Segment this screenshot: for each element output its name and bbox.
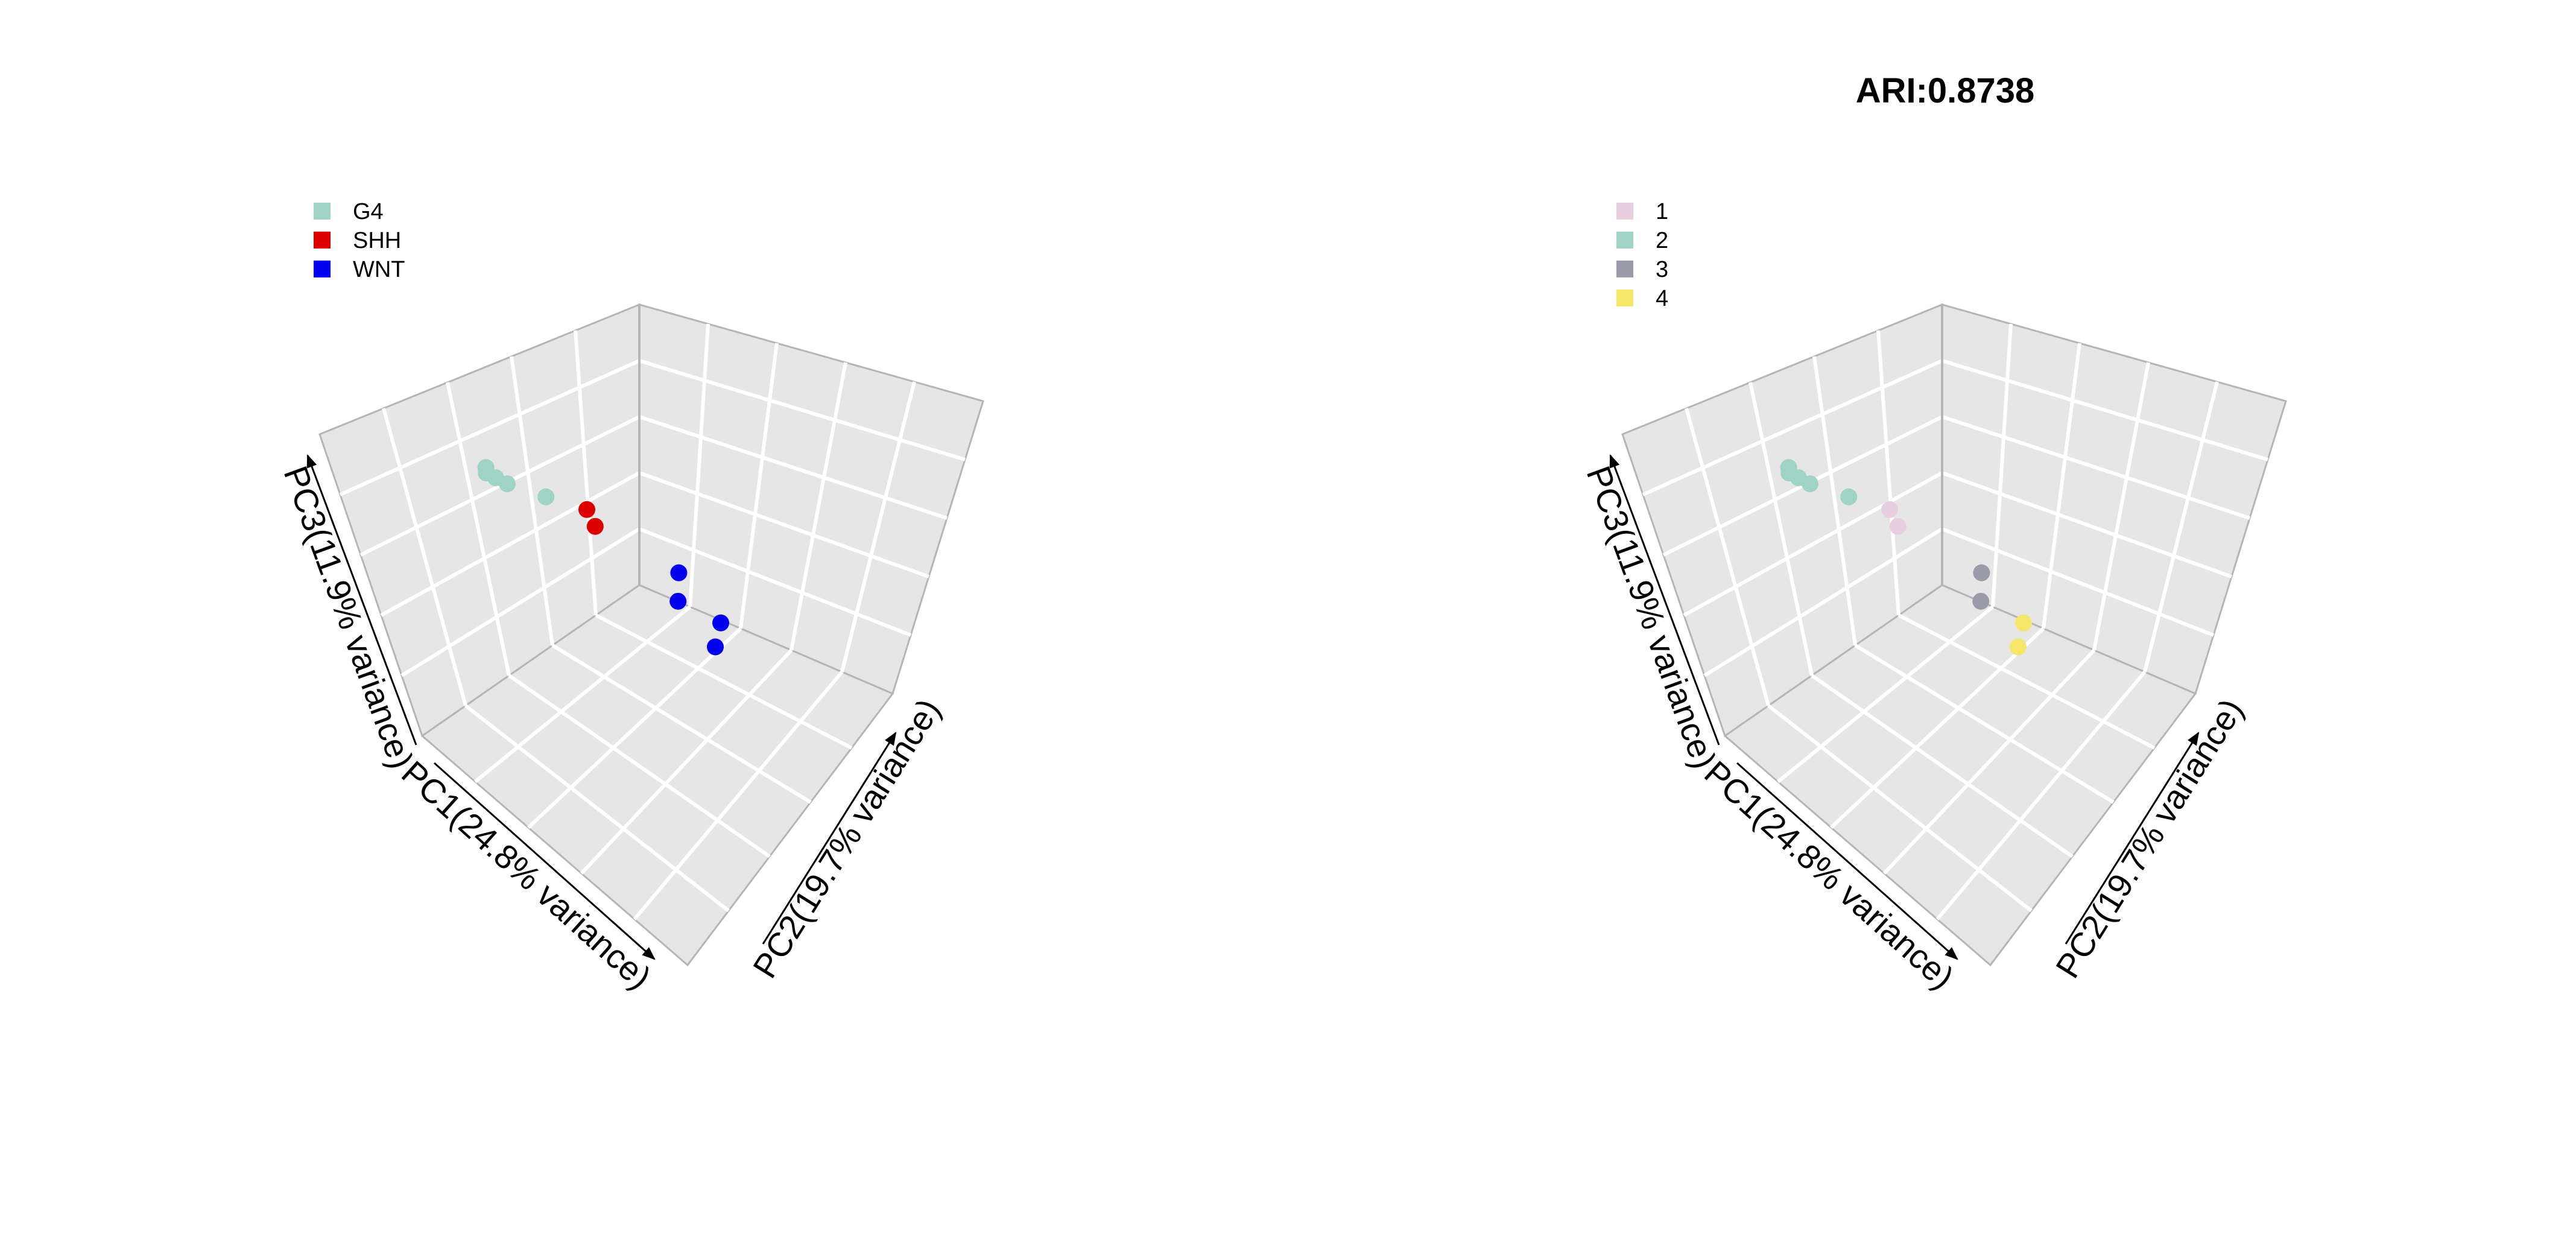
grid-line [739, 343, 779, 629]
data-point-2 [1840, 488, 1858, 505]
data-point-wnt [670, 564, 688, 581]
data-point-wnt [712, 614, 729, 632]
data-point-2 [1802, 475, 1818, 493]
grid-line [446, 382, 511, 676]
legend-swatch [314, 232, 331, 249]
grid-line [1748, 382, 1814, 676]
grid-line [1683, 471, 1943, 617]
z-axis-arrow [1609, 454, 1720, 746]
pca-panel-cluster: PC3(11.9% variance)PC1(24.8% variance) PC… [1579, 71, 2287, 996]
grid-line [2042, 343, 2081, 629]
grid-line [380, 471, 641, 617]
legend-swatch [1616, 290, 1633, 306]
grid-line [382, 408, 467, 706]
legend-swatch [1616, 232, 1633, 249]
grid-line [510, 356, 554, 646]
legend-label: WNT [353, 257, 405, 282]
grid-line [1882, 648, 2096, 875]
grid-line [1897, 613, 2156, 750]
legend-label: 2 [1656, 228, 1668, 253]
grid-line [580, 648, 793, 875]
legend-swatch [1616, 203, 1633, 220]
grid-line [1941, 359, 2268, 461]
grid-line [574, 330, 598, 616]
chart-title: ARI:0.8738 [1856, 71, 2035, 110]
grid-line [2092, 362, 2150, 651]
grid-line [1941, 415, 2250, 520]
grid-line [527, 627, 742, 829]
grid-line [638, 471, 930, 578]
grid-line [1829, 627, 2045, 829]
grid-line [790, 362, 847, 651]
grid-line [840, 381, 916, 673]
legend-label: 3 [1656, 257, 1668, 282]
data-point-wnt [707, 638, 724, 656]
grid-line [1703, 527, 1943, 677]
grid-line [1991, 323, 2013, 607]
data-point-g4 [537, 488, 555, 505]
legend-label: SHH [353, 228, 401, 253]
data-point-4 [2010, 638, 2027, 656]
grid-line [595, 613, 853, 750]
grid-line [1811, 674, 2074, 858]
y-axis-arrow [762, 732, 897, 945]
data-point-3 [1972, 592, 1990, 610]
legend-swatch [1616, 261, 1633, 277]
grid-line [464, 704, 730, 913]
grid-line [638, 527, 912, 637]
grid-line [1854, 644, 2115, 804]
legend-swatch [314, 261, 331, 277]
x-axis-arrow [1736, 762, 1958, 960]
grid-line [339, 359, 641, 496]
data-point-4 [2015, 614, 2032, 632]
grid-line [508, 674, 771, 858]
data-point-g4 [499, 475, 516, 493]
grid-line [1767, 704, 2033, 913]
floor-pane [1723, 584, 2197, 967]
z-axis-arrow [306, 454, 417, 746]
legend-swatch [314, 203, 331, 220]
legend-label: 1 [1656, 199, 1668, 224]
legend-label: G4 [353, 199, 384, 224]
grid-line [551, 644, 812, 804]
pca-panel-subtype: PC3(11.9% variance)PC1(24.8% variance) PC… [276, 199, 984, 996]
legend: G4 SHH WNT [314, 199, 405, 282]
grid-line [1685, 408, 1770, 706]
data-point-shh [586, 518, 604, 535]
grid-line [633, 671, 844, 920]
data-point-3 [1973, 564, 1990, 581]
grid-line [474, 605, 691, 784]
grid-line [688, 323, 710, 607]
floor-pane [420, 584, 894, 967]
grid-line [1941, 527, 2215, 637]
x-axis-arrow [434, 762, 656, 960]
grid-line [639, 359, 966, 461]
data-point-1 [1881, 501, 1898, 518]
legend: 1 2 3 4 [1616, 199, 1668, 311]
grid-line [1935, 671, 2147, 920]
grid-line [1642, 359, 1943, 496]
data-point-wnt [669, 592, 687, 610]
grid-line [1941, 471, 2233, 578]
grid-line [1777, 605, 1994, 784]
y-axis-arrow [2065, 732, 2200, 945]
data-point-1 [1889, 518, 1907, 535]
grid-line [2143, 381, 2219, 673]
grid-line [639, 415, 948, 520]
data-point-shh [578, 501, 595, 518]
legend-label: 4 [1656, 286, 1668, 311]
grid-line [1876, 330, 1900, 616]
grid-line [1812, 356, 1857, 646]
grid-line [400, 527, 641, 677]
